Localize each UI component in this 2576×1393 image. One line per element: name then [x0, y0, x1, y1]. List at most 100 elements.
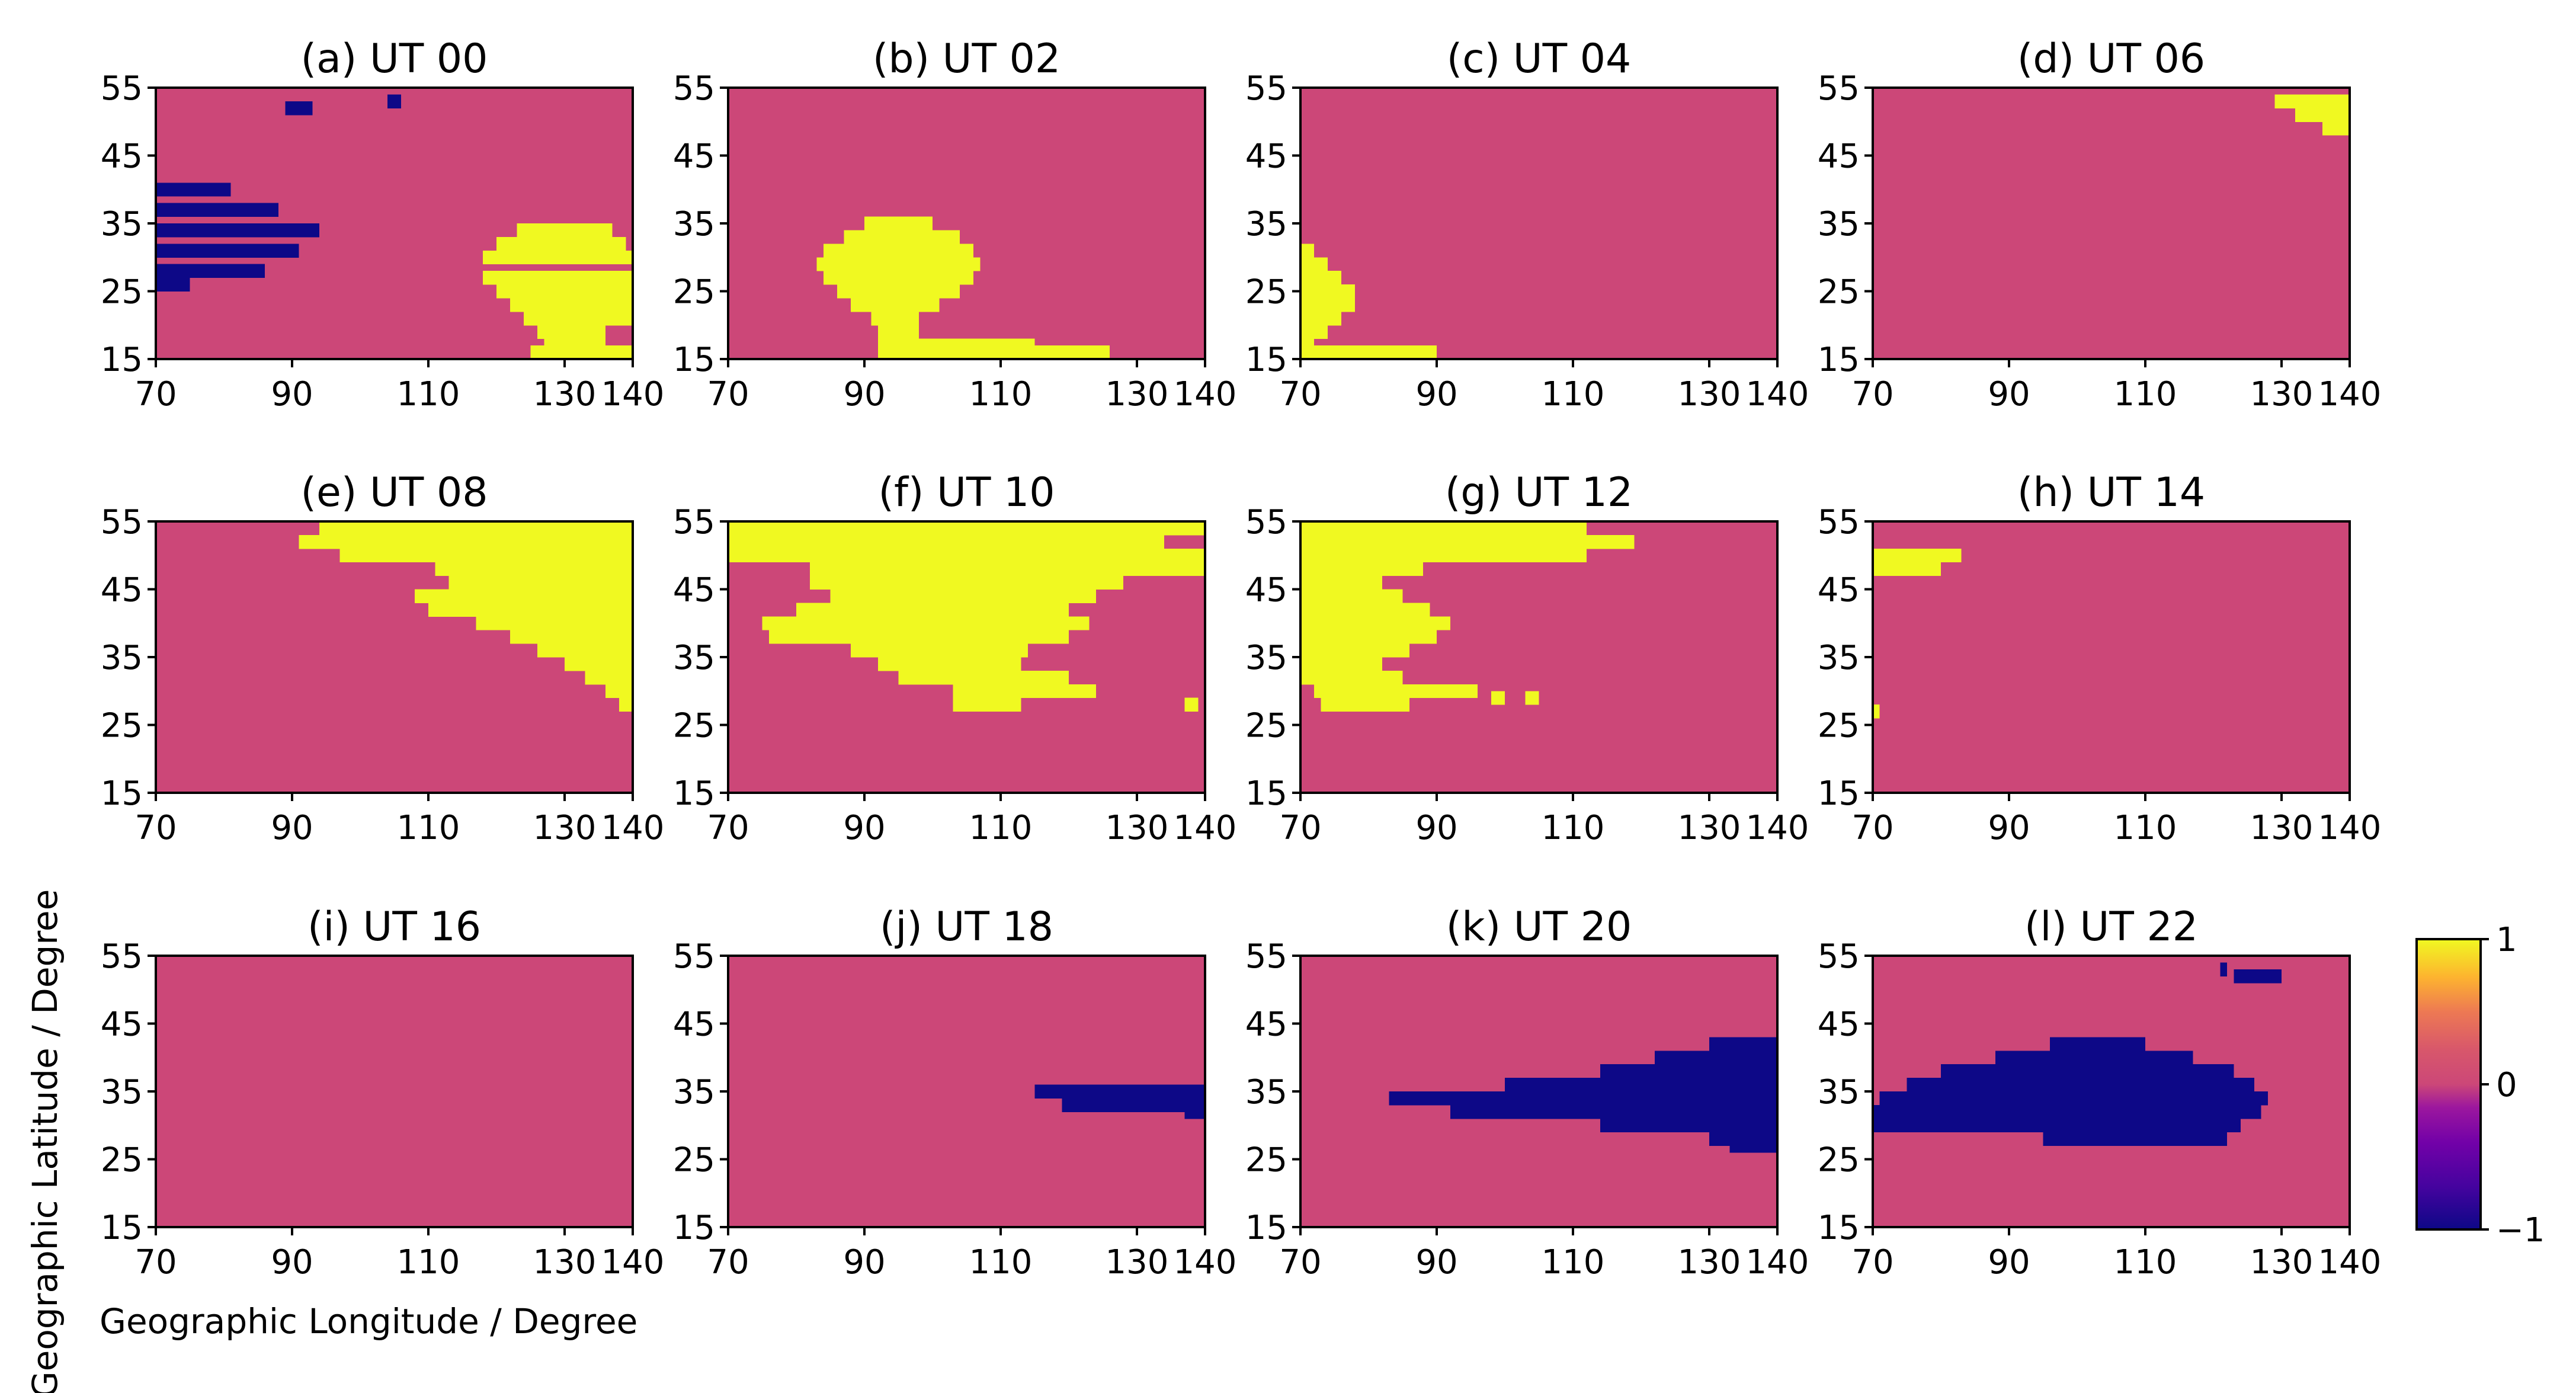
panel-regions — [1873, 962, 2282, 1147]
panel-regions — [2274, 94, 2350, 136]
x-tick-label: 90 — [843, 809, 885, 847]
region-positive — [810, 575, 1123, 590]
region-positive — [1300, 257, 1328, 271]
region-positive — [728, 521, 1205, 536]
panel-regions — [728, 521, 1205, 712]
y-tick-label: 35 — [1245, 205, 1287, 244]
panel-3: (d) UT 06 70 90 110 130 140 15 25 35 45 55 — [1818, 36, 2382, 414]
y-axis-label: Geographic Latitude / Degree — [25, 889, 65, 1393]
y-tick-label: 25 — [101, 1141, 143, 1180]
region-negative — [156, 203, 278, 217]
y-tick-label: 15 — [1818, 341, 1860, 379]
x-tick-label: 70 — [1279, 1243, 1321, 1282]
colorbar-tick-label: 0 — [2496, 1066, 2517, 1104]
region-positive — [953, 684, 1096, 699]
panel-title: (l) UT 22 — [2024, 904, 2198, 950]
y-tick-label: 55 — [1245, 503, 1287, 542]
x-tick-label: 70 — [707, 809, 749, 847]
y-tick-label: 25 — [1818, 707, 1860, 745]
y-tick-label: 55 — [1818, 69, 1860, 108]
y-tick-label: 45 — [101, 571, 143, 610]
x-tick-label: 140 — [1746, 375, 1809, 414]
panel-title: (g) UT 12 — [1445, 469, 1633, 516]
region-positive — [483, 250, 633, 265]
x-tick-label: 110 — [2114, 1243, 2177, 1282]
panel-regions — [1300, 521, 1635, 712]
region-negative — [387, 94, 401, 108]
region-positive — [769, 630, 1069, 644]
region-positive — [1314, 684, 1478, 699]
region-positive — [2322, 121, 2350, 136]
region-positive — [1300, 575, 1382, 590]
x-tick-label: 130 — [2250, 375, 2314, 414]
y-tick-label: 25 — [673, 273, 715, 312]
panel-title: (e) UT 08 — [301, 469, 488, 516]
x-tick-label: 140 — [2318, 375, 2382, 414]
panel-0: (a) UT 00 70 90 110 130 140 15 25 35 45 55 — [101, 36, 665, 414]
y-tick-label: 45 — [673, 1005, 715, 1044]
y-tick-label: 45 — [1245, 571, 1287, 610]
y-tick-label: 25 — [673, 1141, 715, 1180]
region-positive — [1300, 603, 1430, 617]
region-positive — [878, 657, 1021, 671]
x-tick-label: 140 — [1746, 1243, 1809, 1282]
panel-regions — [299, 521, 633, 712]
y-tick-label: 35 — [1245, 639, 1287, 677]
region-positive — [816, 257, 981, 271]
region-positive — [537, 643, 633, 658]
panel-5: (f) UT 10 70 90 110 130 140 15 25 35 45 55 — [673, 469, 1237, 847]
panel-background — [728, 88, 1205, 359]
region-positive — [762, 616, 1090, 630]
panel-background — [156, 956, 633, 1227]
region-negative — [1389, 1091, 1777, 1106]
region-positive — [830, 589, 1096, 603]
x-tick-label: 140 — [1746, 809, 1809, 847]
y-tick-label: 25 — [101, 273, 143, 312]
region-positive — [878, 325, 919, 340]
region-positive — [496, 236, 626, 251]
region-positive — [1300, 534, 1635, 549]
x-tick-label: 130 — [1106, 375, 1169, 414]
panel-7: (h) UT 14 70 90 110 130 140 15 25 35 45 55 — [1818, 469, 2382, 847]
x-tick-label: 110 — [397, 1243, 460, 1282]
y-tick-label: 25 — [1245, 273, 1287, 312]
region-positive — [299, 534, 633, 549]
x-tick-label: 130 — [1678, 1243, 1741, 1282]
x-tick-label: 140 — [1174, 375, 1237, 414]
x-tick-label: 90 — [843, 1243, 885, 1282]
y-tick-label: 45 — [101, 137, 143, 176]
region-positive — [319, 521, 633, 536]
y-tick-label: 15 — [673, 341, 715, 379]
y-tick-label: 35 — [101, 1073, 143, 1112]
y-tick-label: 35 — [673, 205, 715, 244]
colorbar-body — [2415, 938, 2482, 1231]
region-negative — [156, 223, 319, 238]
region-negative — [1907, 1078, 2254, 1092]
panel-9: (j) UT 18 70 90 110 130 140 15 25 35 45 55 — [673, 904, 1237, 1282]
y-tick-label: 25 — [673, 707, 715, 745]
region-negative — [1505, 1078, 1777, 1092]
region-positive — [824, 244, 973, 258]
y-tick-label: 35 — [101, 639, 143, 677]
x-tick-label: 70 — [1851, 809, 1893, 847]
y-tick-label: 55 — [673, 503, 715, 542]
region-positive — [415, 589, 633, 603]
region-positive — [435, 562, 633, 577]
y-tick-label: 35 — [1818, 1073, 1860, 1112]
panel-title: (a) UT 00 — [301, 36, 488, 82]
y-tick-label: 55 — [101, 69, 143, 108]
region-positive — [851, 297, 940, 312]
region-positive — [1300, 657, 1382, 671]
region-positive — [1300, 244, 1314, 258]
region-negative — [1655, 1051, 1777, 1065]
x-tick-label: 140 — [601, 375, 665, 414]
x-tick-label: 110 — [397, 809, 460, 847]
y-tick-label: 55 — [101, 937, 143, 976]
y-tick-label: 15 — [1818, 774, 1860, 813]
colorbar-tick-label: 1 — [2496, 921, 2517, 959]
y-tick-label: 45 — [1245, 1005, 1287, 1044]
x-tick-label: 110 — [969, 1243, 1033, 1282]
y-tick-label: 25 — [1818, 273, 1860, 312]
region-positive — [510, 630, 633, 644]
x-tick-label: 90 — [271, 1243, 313, 1282]
